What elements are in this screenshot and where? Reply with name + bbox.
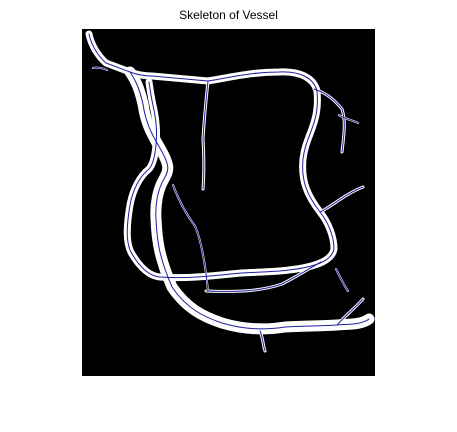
- skeleton-inner-left: [172, 184, 209, 292]
- skeleton-bottom-right: [336, 298, 364, 326]
- skeleton-lower-inner: [205, 261, 322, 292]
- skeleton-bottom-center: [259, 330, 266, 352]
- skeleton-outer-left: [129, 71, 370, 330]
- vessel-skeleton: [88, 33, 370, 352]
- skeleton-right: [319, 186, 364, 213]
- skeleton-top-right: [313, 88, 345, 153]
- skeleton-center-left: [202, 80, 209, 190]
- skeleton-top-left-small: [92, 67, 108, 71]
- figure-title: Skeleton of Vessel: [179, 8, 278, 22]
- skeleton-top-right-small: [338, 114, 359, 124]
- vessel-skeleton-image: [82, 29, 375, 376]
- skeleton-far-right-lower: [335, 268, 349, 292]
- skeleton-main-trunk: [88, 33, 335, 279]
